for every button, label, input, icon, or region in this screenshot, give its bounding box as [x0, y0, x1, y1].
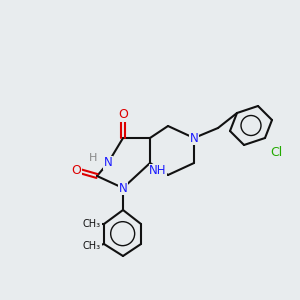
Text: NH: NH [149, 164, 167, 178]
Text: O: O [71, 164, 81, 176]
Text: H: H [89, 153, 97, 163]
Text: N: N [190, 131, 198, 145]
Text: Cl: Cl [270, 146, 282, 160]
Text: N: N [103, 157, 112, 169]
Text: N: N [118, 182, 127, 194]
Text: CH₃: CH₃ [83, 219, 101, 229]
Text: O: O [118, 109, 128, 122]
Text: CH₃: CH₃ [83, 241, 101, 251]
